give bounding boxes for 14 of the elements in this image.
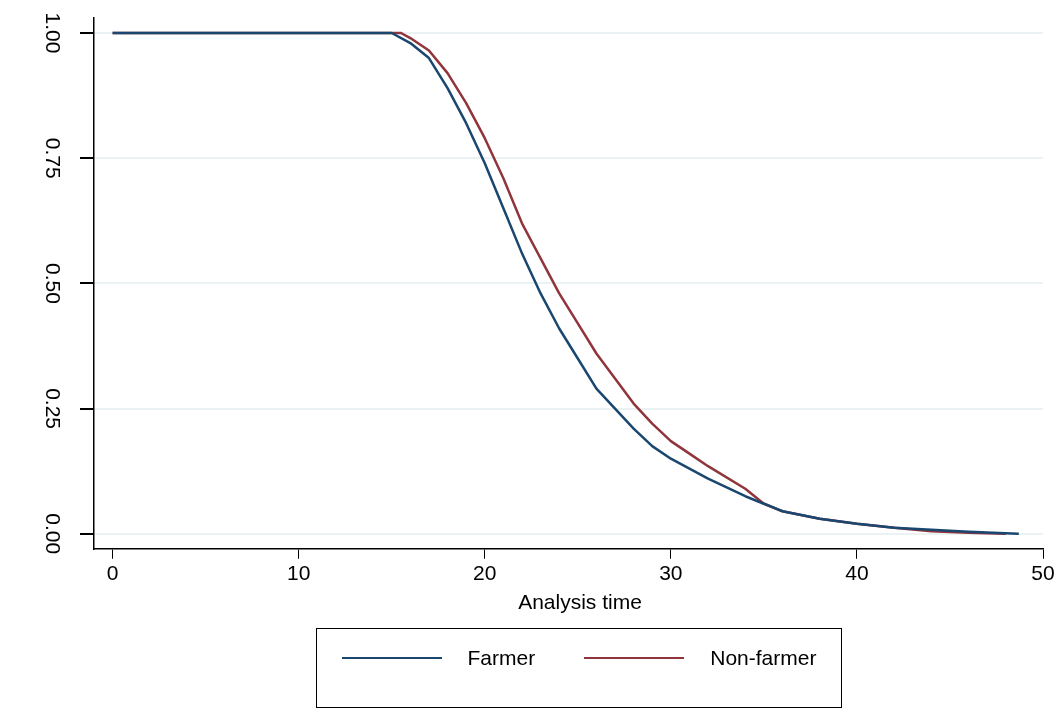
y-tick-label: 0.50 — [42, 262, 66, 304]
x-tick-label: 40 — [845, 561, 869, 585]
x-tick-label: 30 — [659, 561, 683, 585]
x-axis-title: Analysis time — [517, 590, 643, 614]
x-tick-label: 0 — [106, 561, 119, 585]
y-tick-label: 0.75 — [42, 137, 66, 179]
legend-label: Farmer — [467, 646, 536, 670]
x-tick-label: 10 — [287, 561, 311, 585]
y-tick-label: 1.00 — [42, 12, 66, 54]
x-tick-label: 20 — [473, 561, 497, 585]
y-tick-label: 0.25 — [42, 388, 66, 430]
y-tick-label: 0.00 — [42, 513, 66, 555]
x-tick-label: 50 — [1031, 561, 1055, 585]
legend-label: Non-farmer — [710, 646, 817, 670]
